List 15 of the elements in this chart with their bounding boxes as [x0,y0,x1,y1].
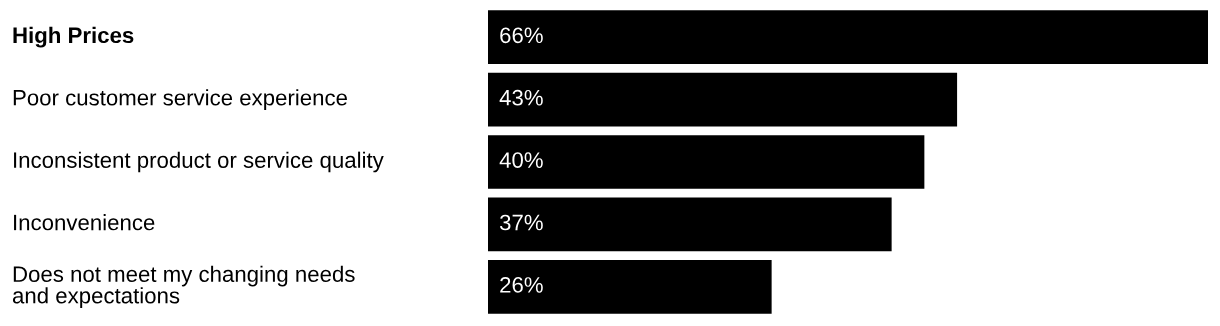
bar [488,197,892,252]
bar [488,135,925,189]
y-tick-label: Does not meet my changing needs and expectations [12,265,355,308]
data-label: 37% [499,214,543,231]
y-tick-label: Poor customer service experience [13,89,347,110]
y-tick-label: Inconvenience [14,214,155,231]
y-tick-label: High Prices [13,26,134,48]
data-label: 66% [500,27,543,44]
data-label: 40% [499,152,543,168]
y-tick-label: Inconsistent product or service quality [14,151,384,173]
data-label: 43% [499,89,543,106]
data-label: 26% [500,277,543,293]
bar [488,72,958,127]
bar [488,259,772,314]
bar [488,10,1208,65]
